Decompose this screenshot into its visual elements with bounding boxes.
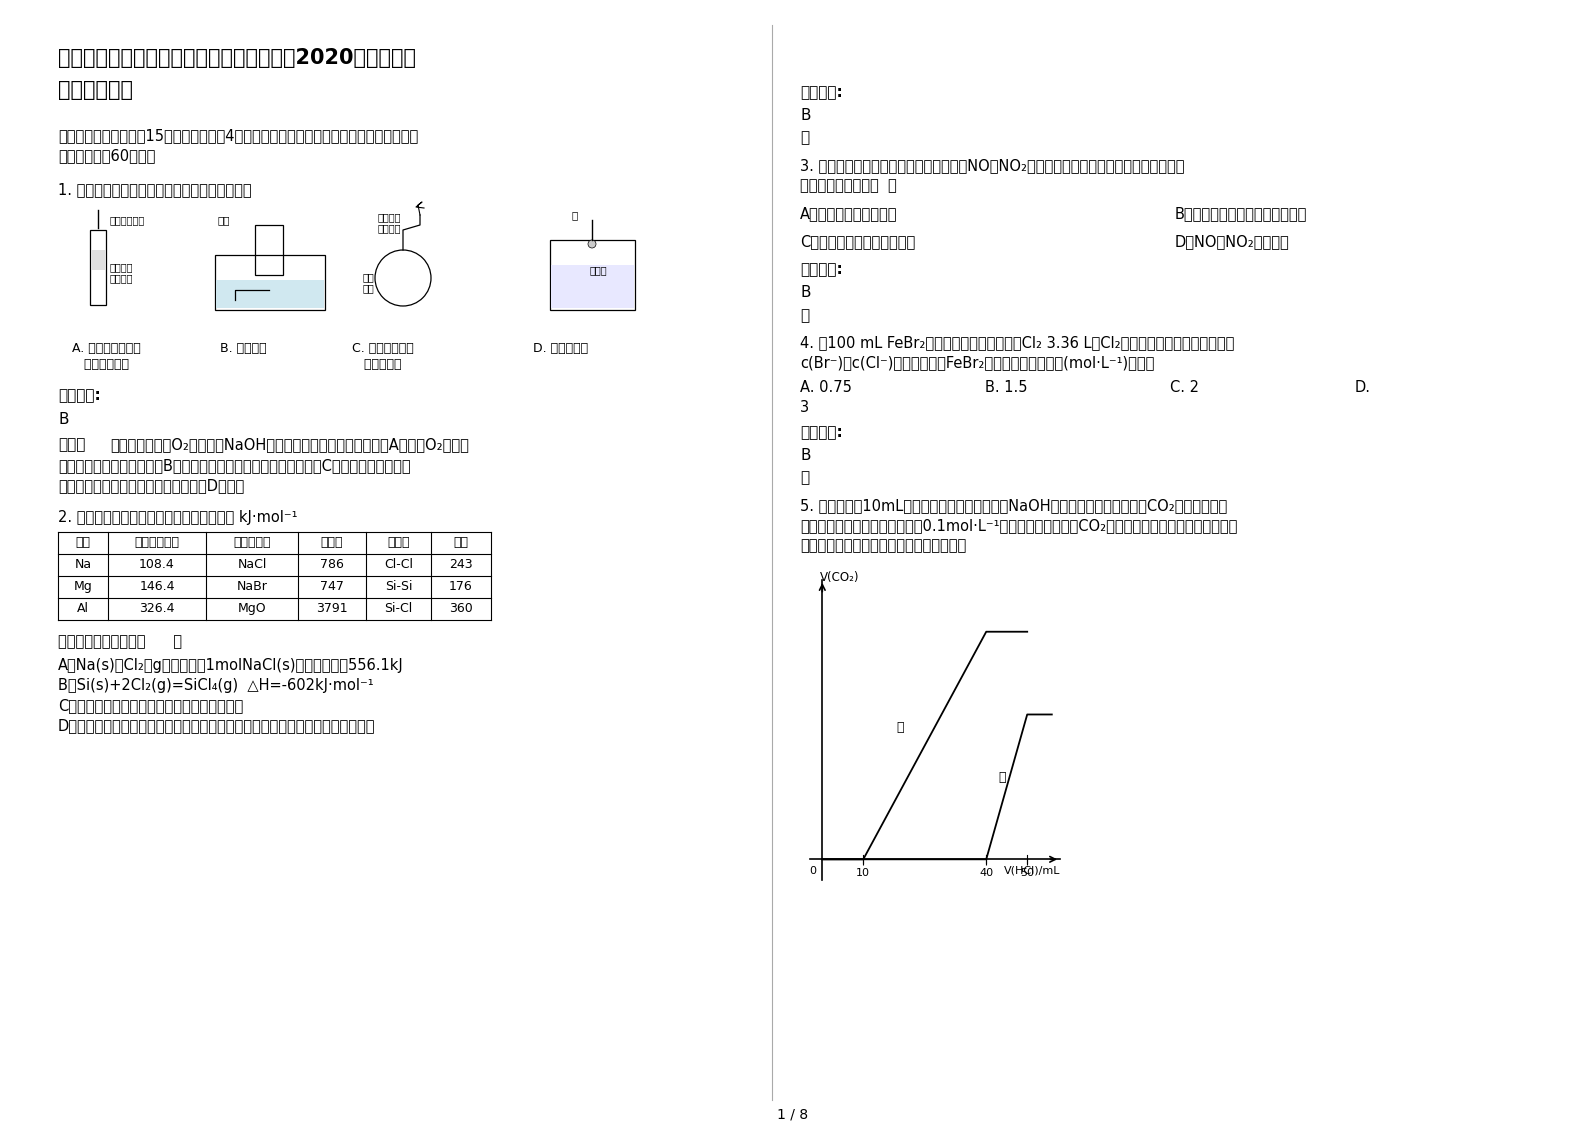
Text: NaBr: NaBr: [236, 580, 268, 594]
Text: 晶格能: 晶格能: [321, 536, 343, 549]
Text: 氧气: 氧气: [217, 215, 230, 226]
Text: 水，故可以用排水法收集，B项正确；点可燃性气体前必须验纯，故C项错；浓硫酸的稀释: 水，故可以用排水法收集，B项正确；点可燃性气体前必须验纯，故C项错；浓硫酸的稀释: [59, 458, 411, 473]
Text: 0: 0: [809, 866, 816, 876]
Text: B. 收集氧气: B. 收集氧气: [221, 342, 267, 355]
Text: 5. 向体积均为10mL且物质的量浓度相同的两份NaOH溶液中分别通入一定量的CO₂得到溶液甲和: 5. 向体积均为10mL且物质的量浓度相同的两份NaOH溶液中分别通入一定量的C…: [800, 498, 1227, 513]
Text: c(Br⁻)是c(Cl⁻)的一半，则原FeBr₂溶液的物质的量浓度(mol·L⁻¹)是（）: c(Br⁻)是c(Cl⁻)的一半，则原FeBr₂溶液的物质的量浓度(mol·L⁻…: [800, 355, 1154, 370]
Circle shape: [589, 240, 597, 248]
Text: 乙: 乙: [998, 771, 1006, 783]
Text: 则下列说法正确的是（      ）: 则下列说法正确的是（ ）: [59, 634, 183, 649]
Text: 146.4: 146.4: [140, 580, 175, 594]
Text: 108.4: 108.4: [140, 558, 175, 571]
Text: Al: Al: [78, 603, 89, 615]
Text: V(CO₂): V(CO₂): [820, 571, 860, 585]
Text: B: B: [800, 285, 811, 300]
Text: D．NO比NO₂的质量小: D．NO比NO₂的质量小: [1174, 234, 1290, 249]
Bar: [90, 250, 105, 270]
Text: B．两种气体的氮原子数目不相等: B．两种气体的氮原子数目不相等: [1174, 206, 1308, 221]
Text: 键能: 键能: [454, 536, 468, 549]
Text: C. 制备并检验氢: C. 制备并检验氢: [352, 342, 414, 355]
Text: D．从表中数据可以看出，微粒半径越大金属键、离子键的越弱，而共价键却越强: D．从表中数据可以看出，微粒半径越大金属键、离子键的越弱，而共价键却越强: [59, 718, 376, 733]
Text: 3: 3: [800, 401, 809, 415]
Text: D.: D.: [1355, 380, 1371, 395]
Text: 应将浓硫酸加入水中，以防止爆沸，故D项错。: 应将浓硫酸加入水中，以防止爆沸，故D项错。: [59, 478, 244, 493]
Text: 解析：: 解析：: [59, 436, 86, 452]
Text: D. 浓硫酸稀释: D. 浓硫酸稀释: [533, 342, 589, 355]
Text: 产生气体
立即点燃: 产生气体 立即点燃: [378, 212, 402, 233]
Text: B: B: [59, 412, 68, 427]
Text: 新制硫酸
亚铁溶液: 新制硫酸 亚铁溶液: [110, 263, 133, 284]
Text: 共价键: 共价键: [387, 536, 409, 549]
Text: Si-Cl: Si-Cl: [384, 603, 413, 615]
Text: 参考答案:: 参考答案:: [800, 425, 843, 440]
Text: 水: 水: [571, 210, 578, 220]
Text: 金属原子化热: 金属原子化热: [135, 536, 179, 549]
Text: C．两种气体的分子数目相等: C．两种气体的分子数目相等: [800, 234, 916, 249]
Text: 略: 略: [800, 130, 809, 145]
Text: 2. 表中原子化热、晶格能、键能的单位都是 kJ·mol⁻¹: 2. 表中原子化热、晶格能、键能的单位都是 kJ·mol⁻¹: [59, 511, 297, 525]
Text: A．两种气体的压强相等: A．两种气体的压强相等: [800, 206, 898, 221]
Text: 4. 向100 mL FeBr₂溶液中通入标准状况下的Cl₂ 3.36 L，Cl₂全部被还原，最终测得溶液中: 4. 向100 mL FeBr₂溶液中通入标准状况下的Cl₂ 3.36 L，Cl…: [800, 335, 1235, 350]
Text: 3791: 3791: [316, 603, 348, 615]
Text: B: B: [800, 108, 811, 123]
Text: 1. 下列实验能达到实验目的且符合安全要求的是: 1. 下列实验能达到实验目的且符合安全要求的是: [59, 182, 252, 197]
Text: C．从表中可以看出，氯化钠的熔点比晶体硅高: C．从表中可以看出，氯化钠的熔点比晶体硅高: [59, 698, 243, 712]
Text: 参考答案:: 参考答案:: [800, 263, 843, 277]
Text: 参考答案:: 参考答案:: [800, 85, 843, 100]
Text: 浓硫酸: 浓硫酸: [590, 265, 608, 275]
Text: 243: 243: [449, 558, 473, 571]
Text: 略: 略: [800, 309, 809, 323]
Text: 326.4: 326.4: [140, 603, 175, 615]
Text: V(HCl)/mL: V(HCl)/mL: [1003, 866, 1060, 876]
Text: 3. 在体积相同的两个密闭容器中分别充满NO、NO₂当这两个容器内温度和气体密度相等时，: 3. 在体积相同的两个密闭容器中分别充满NO、NO₂当这两个容器内温度和气体密度…: [800, 158, 1184, 173]
Text: 氢氧化钠溶液: 氢氧化钠溶液: [110, 215, 146, 226]
Text: 一、单选题（本大题共15个小题，每小题4分。在每小题给出的四个选项中，只有一项符合: 一、单选题（本大题共15个小题，每小题4分。在每小题给出的四个选项中，只有一项符…: [59, 128, 419, 142]
Text: A. 制备氢氧化亚铁: A. 制备氢氧化亚铁: [71, 342, 141, 355]
Text: 题目要求，共60分。）: 题目要求，共60分。）: [59, 148, 156, 163]
Text: 氢氧化亚铁易被O₂氧化，盛NaOH的胶头滴管必须插入溶液中，故A项错。O₂难溶于: 氢氧化亚铁易被O₂氧化，盛NaOH的胶头滴管必须插入溶液中，故A项错。O₂难溶于: [110, 436, 468, 452]
Text: 气的可燃性: 气的可燃性: [352, 358, 402, 371]
Text: 下列说法正确的是（  ）: 下列说法正确的是（ ）: [800, 178, 897, 193]
Text: B: B: [800, 448, 811, 463]
Text: 金属: 金属: [76, 536, 90, 549]
Text: 乙。向甲、乙两溶液中分别滴加0.1mol·L⁻¹盐酸，此时反应生成CO₂体积（标准状况）与所加盐酸体积: 乙。向甲、乙两溶液中分别滴加0.1mol·L⁻¹盐酸，此时反应生成CO₂体积（标…: [800, 518, 1238, 533]
Text: 略: 略: [800, 470, 809, 485]
Text: Na: Na: [75, 558, 92, 571]
Text: 内蒙古自治区赤峰市元宝山区建昌营镇中学2020年高三化学: 内蒙古自治区赤峰市元宝山区建昌营镇中学2020年高三化学: [59, 48, 416, 68]
Text: 并观察其颜色: 并观察其颜色: [71, 358, 129, 371]
Text: B．Si(s)+2Cl₂(g)=SiCl₄(g)  △H=-602kJ·mol⁻¹: B．Si(s)+2Cl₂(g)=SiCl₄(g) △H=-602kJ·mol⁻¹: [59, 678, 373, 693]
Text: 176: 176: [449, 580, 473, 594]
Text: 1 / 8: 1 / 8: [778, 1109, 808, 1122]
Text: C. 2: C. 2: [1170, 380, 1200, 395]
Text: A．Na(s)与Cl₂（g）反应生成1molNaCl(s)放出的热量为556.1kJ: A．Na(s)与Cl₂（g）反应生成1molNaCl(s)放出的热量为556.1…: [59, 657, 403, 673]
Text: A. 0.75: A. 0.75: [800, 380, 852, 395]
Text: Cl-Cl: Cl-Cl: [384, 558, 413, 571]
Text: Si-Si: Si-Si: [384, 580, 413, 594]
Text: Mg: Mg: [73, 580, 92, 594]
Text: 间的关系如图所示。则下列叙述中正确的是: 间的关系如图所示。则下列叙述中正确的是: [800, 539, 966, 553]
Text: 360: 360: [449, 603, 473, 615]
Bar: [216, 280, 324, 309]
Text: MgO: MgO: [238, 603, 267, 615]
Text: 离子化合物: 离子化合物: [233, 536, 271, 549]
Text: 747: 747: [321, 580, 344, 594]
Text: NaCl: NaCl: [238, 558, 267, 571]
Text: 甲: 甲: [897, 721, 903, 734]
Bar: [551, 265, 633, 309]
Text: 锌粒
盐酸: 锌粒 盐酸: [363, 272, 375, 294]
Text: 测试题含解析: 测试题含解析: [59, 80, 133, 100]
Text: 参考答案:: 参考答案:: [59, 388, 100, 403]
Text: B. 1.5: B. 1.5: [986, 380, 1027, 395]
Text: 786: 786: [321, 558, 344, 571]
